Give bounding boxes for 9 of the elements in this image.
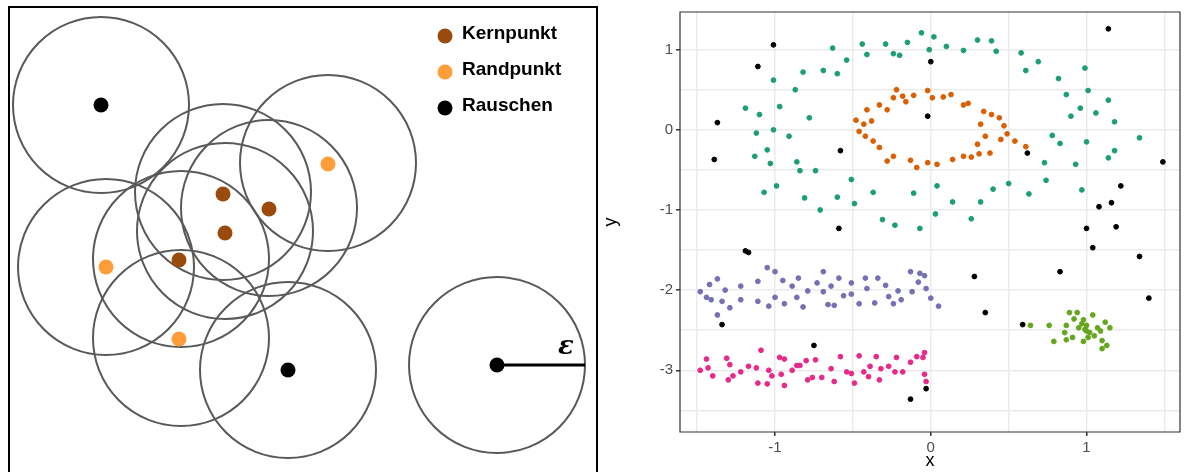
x-tick-label: -1 [768,438,782,456]
y-axis-title: y [599,217,620,227]
y-tick-label: 1 [664,39,673,57]
x-tick-label: 1 [1082,438,1091,456]
y-tick-label: -3 [659,360,673,378]
y-tick-label: 0 [664,119,673,137]
y-tick-label: -1 [659,200,673,218]
x-tick-label: 0 [926,438,935,456]
y-tick-label: -2 [659,280,673,298]
